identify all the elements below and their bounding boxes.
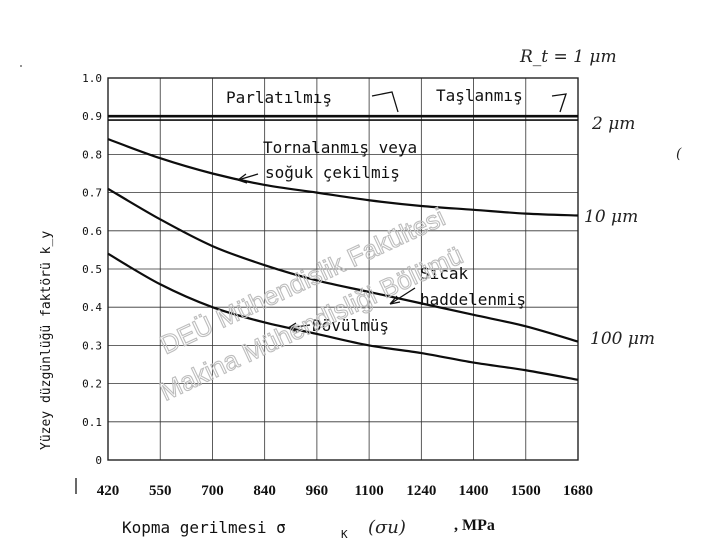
x-tick-label: 550: [149, 483, 172, 499]
y-tick-label: 0.8: [82, 148, 102, 161]
y-tick-label: 0.2: [82, 378, 102, 391]
y-tick-label: 1.0: [82, 72, 102, 85]
roughness-100um: 100 μm: [590, 329, 655, 349]
label-tornalanmis-2: soğuk çekilmiş: [265, 163, 400, 182]
x-tick-label: 1100: [355, 483, 384, 499]
label-tornalanmis-1: Tornalanmış veya: [263, 138, 417, 157]
label-sicak-1: Sıcak: [420, 264, 469, 283]
y-tick-labels: 1.0 0.9 0.8 0.7 0.6 0.5 0.4 0.3 0.2 0.1 0: [82, 72, 102, 467]
x-tick-labels: 420 550 700 840 960 1100 1240 1400 1500 1680: [97, 483, 593, 499]
roughness-rt: R_t = 1 μm: [519, 47, 617, 67]
leader-taslanmis: [551, 93, 567, 113]
series-lines: [107, 114, 579, 381]
stray-mark: (: [676, 146, 682, 162]
label-parlatilmis: Parlatılmış: [226, 88, 332, 107]
x-tick-label: 420: [97, 483, 120, 499]
y-tick-label: 0.7: [82, 187, 102, 200]
leader-parlatilmis: [371, 91, 399, 113]
x-axis-label-handwritten: (σu): [368, 517, 406, 538]
y-tick-label: 0.9: [82, 110, 102, 123]
x-axis-unit: , MPa: [454, 517, 495, 534]
label-dovulmus: Dövülmüş: [312, 316, 389, 335]
series-line: [107, 138, 579, 217]
x-tick-label: 960: [306, 483, 329, 499]
y-tick-label: 0.4: [82, 301, 102, 314]
series-line: [107, 252, 579, 381]
y-tick-label: 0: [95, 454, 102, 467]
leader-dovulmus: [287, 322, 311, 333]
leader-tornalanmis-head: [237, 173, 248, 184]
y-axis-label: Yüzey düzgünlüğü faktörü k_y: [39, 231, 54, 450]
x-axis-label: Kopma gerilmesi σ: [122, 518, 286, 537]
plot-area: [107, 77, 579, 461]
y-tick-label: 0.6: [82, 225, 102, 238]
watermark: DEÜ Mühendislik Fakültesi Makina Mühendi…: [154, 201, 468, 407]
label-sicak-2: haddelenmiş: [420, 290, 526, 309]
y-tick-label: 0.5: [82, 263, 102, 276]
y-tick-label: 0.1: [82, 416, 102, 429]
x-tick-label: 1680: [563, 483, 593, 499]
roughness-2um: 2 μm: [591, 114, 635, 134]
x-tick-label: 1400: [459, 483, 489, 499]
x-tick-label: 1500: [511, 483, 541, 499]
roughness-10um: 10 μm: [584, 207, 638, 227]
leader-tornalanmis: [237, 173, 259, 181]
x-tick-label: 840: [253, 483, 276, 499]
label-taslanmis: Taşlanmış: [436, 86, 523, 105]
leader-sicak: [389, 287, 416, 305]
series-line: [107, 187, 579, 343]
y-tick-label: 0.3: [82, 339, 102, 352]
x-tick-label: 1240: [406, 483, 436, 499]
x-axis-label-subscript: K: [341, 528, 348, 540]
x-tick-label: 700: [201, 483, 224, 499]
